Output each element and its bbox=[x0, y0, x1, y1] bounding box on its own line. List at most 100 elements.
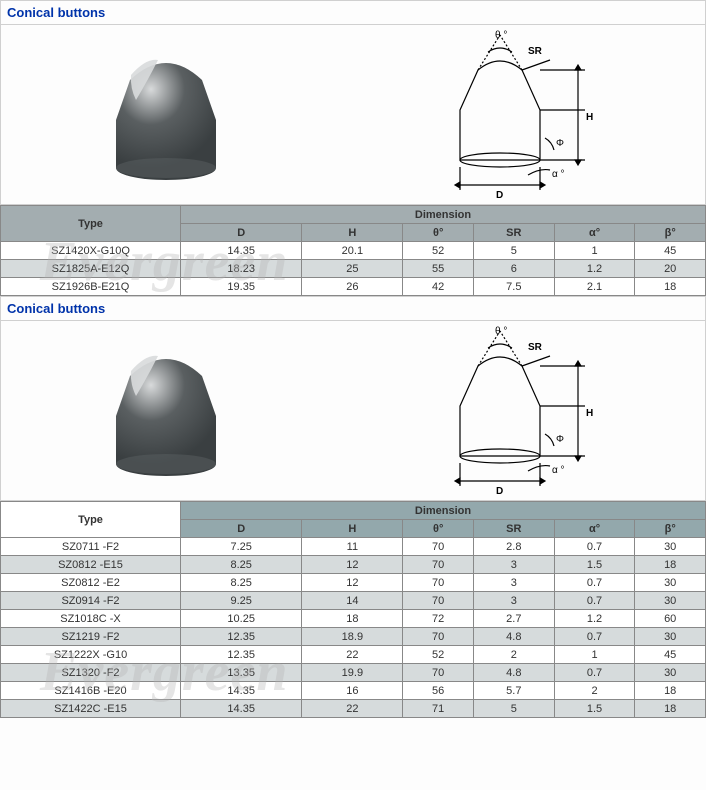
type-header: Type bbox=[1, 206, 181, 242]
table-row: SZ1416B -E2014.3516565.7218 bbox=[1, 682, 706, 700]
value-cell: 55 bbox=[403, 260, 474, 278]
value-cell: 4.8 bbox=[473, 664, 554, 682]
label-sr: SR bbox=[528, 46, 543, 57]
table-row: SZ0812 -E158.25127031.518 bbox=[1, 556, 706, 574]
value-cell: 70 bbox=[403, 592, 474, 610]
value-cell: 19.35 bbox=[181, 278, 302, 296]
table-row: SZ1926B-E21Q19.3526427.52.118 bbox=[1, 278, 706, 296]
value-cell: 14.35 bbox=[181, 682, 302, 700]
type-cell: SZ1825A-E12Q bbox=[1, 260, 181, 278]
value-cell: 70 bbox=[403, 628, 474, 646]
value-cell: 14.35 bbox=[181, 700, 302, 718]
value-cell: 45 bbox=[635, 242, 706, 260]
value-cell: 20 bbox=[635, 260, 706, 278]
value-cell: 52 bbox=[403, 242, 474, 260]
value-cell: 18.9 bbox=[302, 628, 403, 646]
value-cell: 1.2 bbox=[554, 610, 635, 628]
value-cell: 30 bbox=[635, 592, 706, 610]
schematic-cell: θ ° SR H D α ° Φ bbox=[410, 30, 610, 200]
value-cell: 2.8 bbox=[473, 538, 554, 556]
column-header: H bbox=[302, 520, 403, 538]
type-cell: SZ0812 -E15 bbox=[1, 556, 181, 574]
column-header: SR bbox=[473, 520, 554, 538]
label-alpha: α ° bbox=[552, 169, 565, 180]
value-cell: 2.7 bbox=[473, 610, 554, 628]
column-header: D bbox=[181, 520, 302, 538]
value-cell: 72 bbox=[403, 610, 474, 628]
header-row-1: Type Dimension bbox=[1, 502, 706, 520]
label-theta: θ ° bbox=[495, 30, 507, 41]
value-cell: 22 bbox=[302, 700, 403, 718]
value-cell: 60 bbox=[635, 610, 706, 628]
label-beta: Φ bbox=[556, 434, 564, 445]
type-cell: SZ1420X-G10Q bbox=[1, 242, 181, 260]
table-row: SZ0914 -F29.25147030.730 bbox=[1, 592, 706, 610]
dimension-table: Type Dimension DHθ°SRα°β° SZ0711 -F27.25… bbox=[0, 501, 706, 718]
column-header: α° bbox=[554, 224, 635, 242]
value-cell: 1 bbox=[554, 646, 635, 664]
value-cell: 6 bbox=[473, 260, 554, 278]
type-cell: SZ1222X -G10 bbox=[1, 646, 181, 664]
table-row: SZ1420X-G10Q14.3520.1525145 bbox=[1, 242, 706, 260]
dimension-table: Type Dimension DHθ°SRα°β° SZ1420X-G10Q14… bbox=[0, 205, 706, 296]
value-cell: 1.5 bbox=[554, 700, 635, 718]
value-cell: 71 bbox=[403, 700, 474, 718]
value-cell: 30 bbox=[635, 628, 706, 646]
value-cell: 25 bbox=[302, 260, 403, 278]
value-cell: 3 bbox=[473, 592, 554, 610]
value-cell: 22 bbox=[302, 646, 403, 664]
value-cell: 4.8 bbox=[473, 628, 554, 646]
table-row: SZ0711 -F27.2511702.80.730 bbox=[1, 538, 706, 556]
diagram-row: θ ° SR H D α ° Φ bbox=[0, 25, 706, 205]
value-cell: 19.9 bbox=[302, 664, 403, 682]
header-row-1: Type Dimension bbox=[1, 206, 706, 224]
value-cell: 42 bbox=[403, 278, 474, 296]
column-header: H bbox=[302, 224, 403, 242]
column-header: D bbox=[181, 224, 302, 242]
table-row: SZ1222X -G1012.3522522145 bbox=[1, 646, 706, 664]
column-header: α° bbox=[554, 520, 635, 538]
value-cell: 7.5 bbox=[473, 278, 554, 296]
photo-cell bbox=[96, 336, 236, 486]
page-content: Conical buttons bbox=[0, 0, 706, 718]
value-cell: 56 bbox=[403, 682, 474, 700]
type-cell: SZ0711 -F2 bbox=[1, 538, 181, 556]
type-header: Type bbox=[1, 502, 181, 538]
label-sr: SR bbox=[528, 342, 543, 353]
value-cell: 2 bbox=[554, 682, 635, 700]
value-cell: 26 bbox=[302, 278, 403, 296]
value-cell: 8.25 bbox=[181, 574, 302, 592]
value-cell: 5 bbox=[473, 242, 554, 260]
label-h: H bbox=[586, 408, 593, 419]
table-row: SZ0812 -E28.25127030.730 bbox=[1, 574, 706, 592]
value-cell: 30 bbox=[635, 664, 706, 682]
value-cell: 14.35 bbox=[181, 242, 302, 260]
value-cell: 70 bbox=[403, 538, 474, 556]
column-header: β° bbox=[635, 224, 706, 242]
value-cell: 18 bbox=[302, 610, 403, 628]
value-cell: 9.25 bbox=[181, 592, 302, 610]
value-cell: 3 bbox=[473, 556, 554, 574]
button-photo bbox=[96, 40, 236, 190]
value-cell: 18 bbox=[635, 278, 706, 296]
value-cell: 70 bbox=[403, 664, 474, 682]
button-schematic: θ ° SR H D α ° Φ bbox=[410, 326, 610, 496]
table-row: SZ1219 -F212.3518.9704.80.730 bbox=[1, 628, 706, 646]
column-header: θ° bbox=[403, 224, 474, 242]
type-cell: SZ1320 -F2 bbox=[1, 664, 181, 682]
table-row: SZ1018C -X10.2518722.71.260 bbox=[1, 610, 706, 628]
type-cell: SZ1926B-E21Q bbox=[1, 278, 181, 296]
table-row: SZ1422C -E1514.35227151.518 bbox=[1, 700, 706, 718]
value-cell: 0.7 bbox=[554, 592, 635, 610]
dimension-header: Dimension bbox=[181, 206, 706, 224]
value-cell: 2 bbox=[473, 646, 554, 664]
button-photo bbox=[96, 336, 236, 486]
value-cell: 18 bbox=[635, 556, 706, 574]
label-theta: θ ° bbox=[495, 326, 507, 337]
column-header: θ° bbox=[403, 520, 474, 538]
value-cell: 0.7 bbox=[554, 538, 635, 556]
value-cell: 45 bbox=[635, 646, 706, 664]
value-cell: 12.35 bbox=[181, 646, 302, 664]
value-cell: 30 bbox=[635, 574, 706, 592]
value-cell: 5.7 bbox=[473, 682, 554, 700]
